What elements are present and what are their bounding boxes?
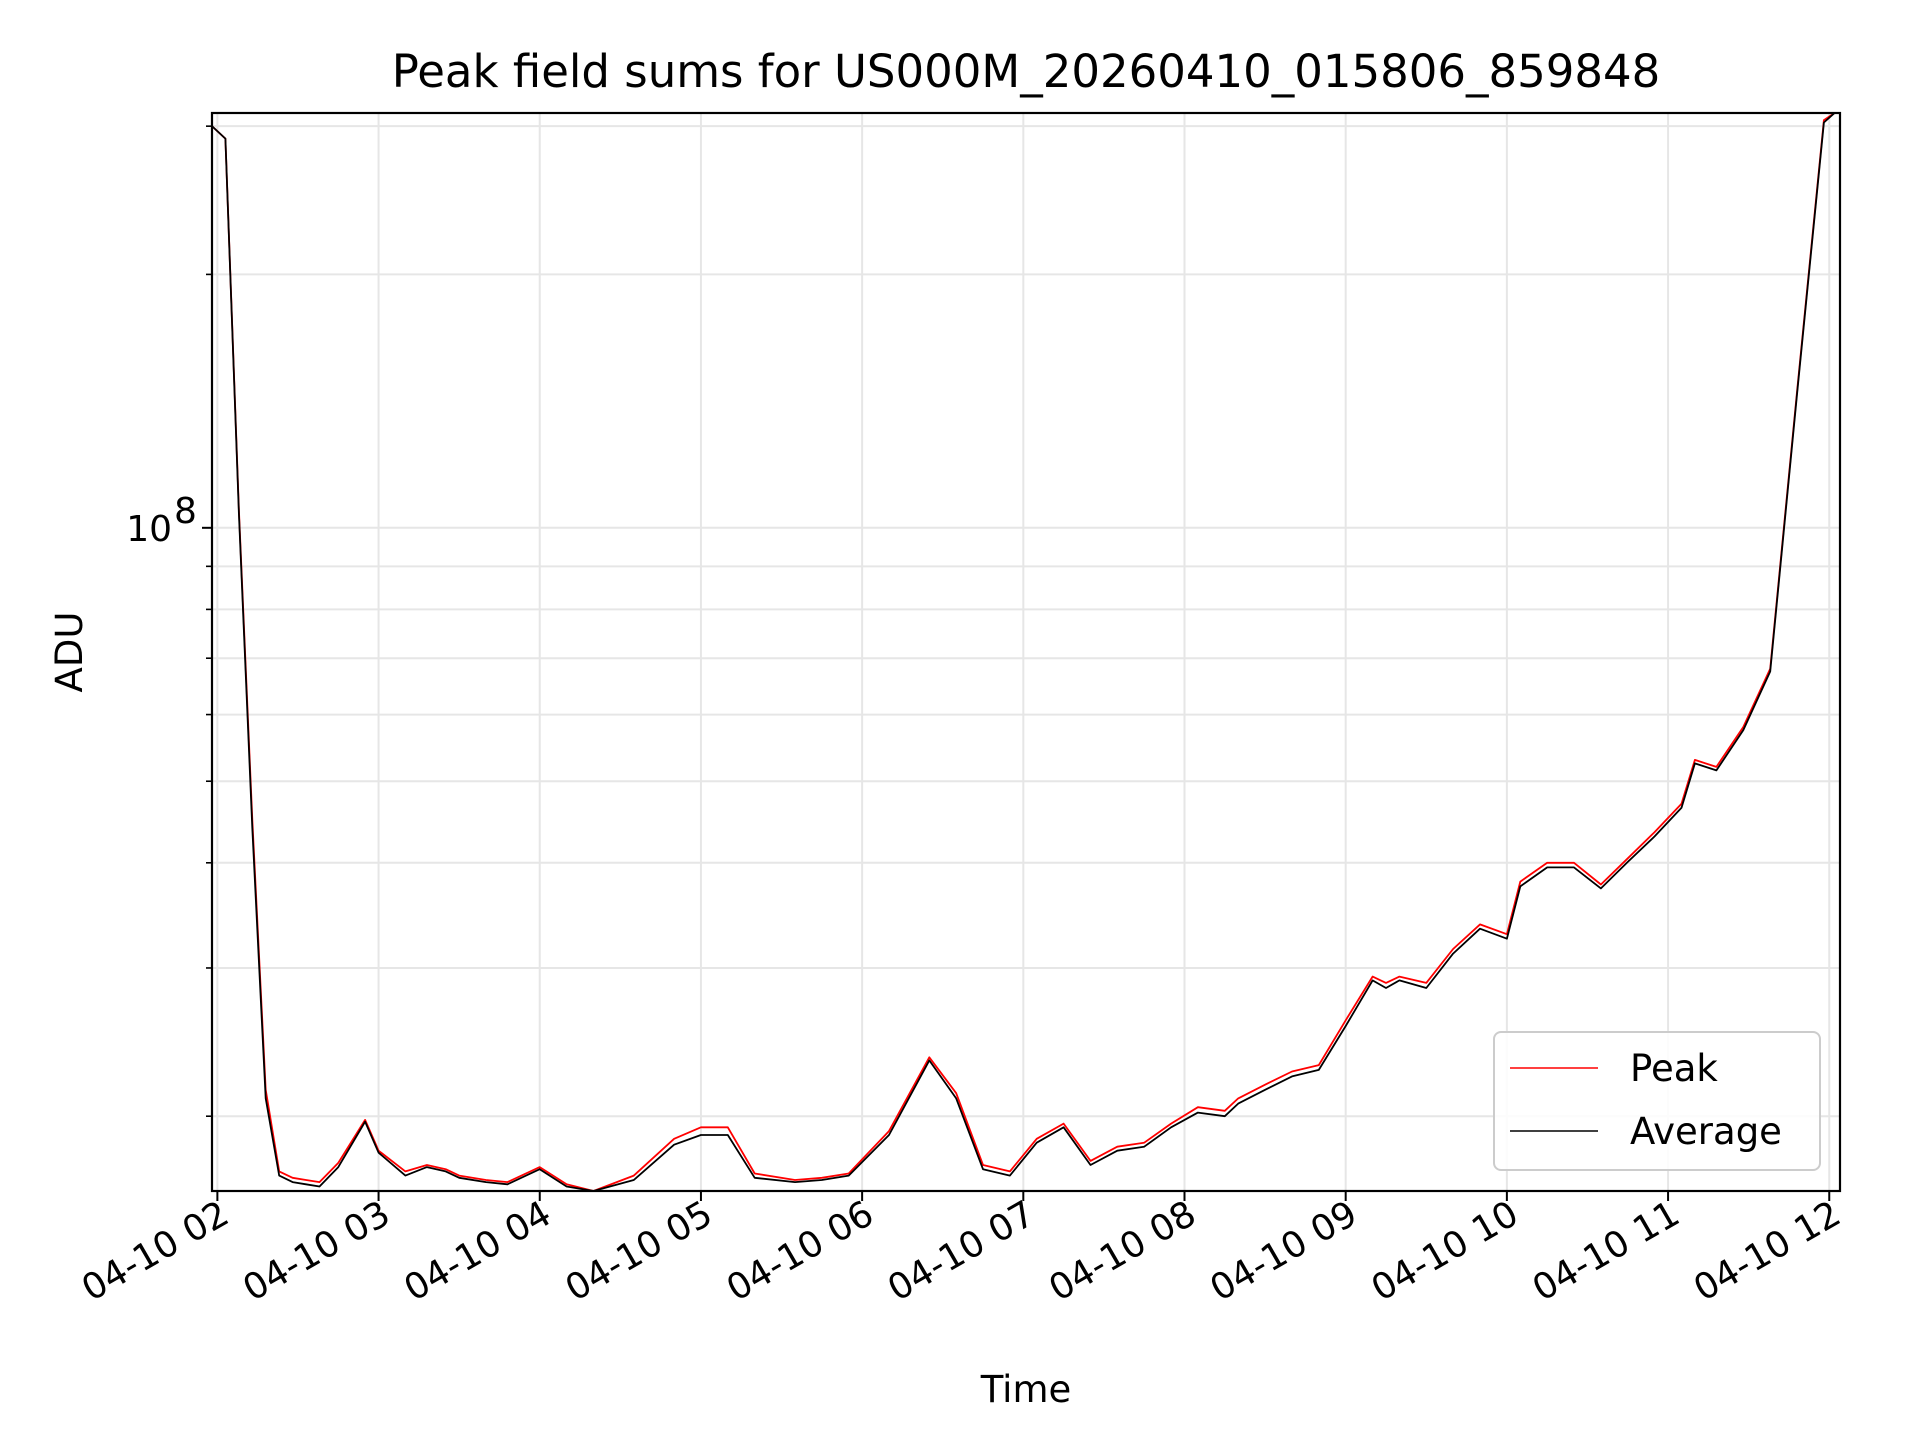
grid (212, 113, 1840, 1191)
y-tick-label: 10 (126, 509, 172, 550)
chart-title: Peak field sums for US000M_20260410_0158… (392, 45, 1661, 98)
legend-box (1493, 1031, 1821, 1171)
series-line-average (212, 113, 1836, 1191)
legend: Peak Average (1493, 1031, 1821, 1171)
y-axis-label: ADU (48, 612, 91, 693)
legend-label-average: Average (1630, 1110, 1782, 1153)
plot-frame (210, 111, 1842, 1193)
legend-label-peak: Peak (1630, 1047, 1718, 1090)
series-line-peak (212, 113, 1836, 1191)
y-tick-exponent: 8 (174, 491, 197, 532)
y-axis: 10 8 (126, 125, 212, 1118)
x-axis-label: Time (980, 1368, 1072, 1411)
series-layer (212, 113, 1836, 1191)
